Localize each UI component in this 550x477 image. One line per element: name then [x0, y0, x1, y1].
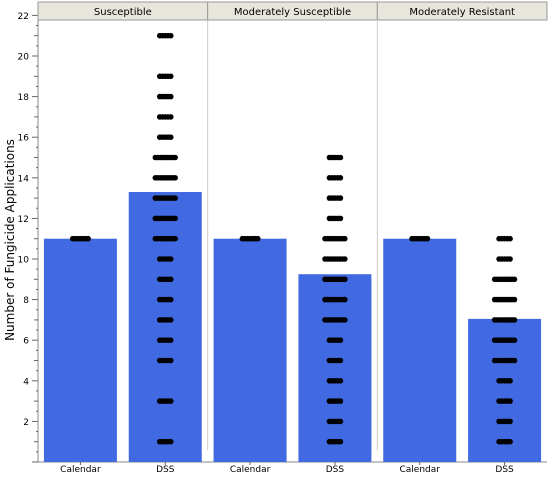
- data-point: [167, 93, 174, 100]
- panel-title: Susceptible: [94, 7, 152, 18]
- panel-header: [376, 1, 548, 21]
- data-point: [507, 256, 513, 262]
- data-point: [167, 398, 174, 404]
- data-point: [172, 215, 178, 222]
- data-point: [511, 276, 518, 283]
- data-point: [172, 195, 178, 201]
- data-point: [167, 438, 174, 445]
- data-point: [167, 276, 174, 283]
- y-tick-label: 16: [18, 134, 30, 144]
- data-point: [342, 296, 348, 303]
- data-point: [337, 195, 344, 201]
- data-point: [337, 357, 344, 364]
- x-tick-label: DSS: [156, 465, 175, 473]
- panel-title: Moderately Resistant: [409, 7, 515, 18]
- data-point: [342, 317, 348, 323]
- data-point: [172, 235, 178, 242]
- data-point: [167, 317, 174, 323]
- data-point: [507, 378, 513, 384]
- y-tick-label: 2: [23, 418, 29, 428]
- data-point: [511, 337, 518, 344]
- panel-title: Moderately Susceptible: [234, 7, 351, 18]
- x-tick-label: DSS: [326, 465, 345, 473]
- y-tick-label: 18: [18, 93, 30, 103]
- data-point: [511, 357, 518, 364]
- bar: [213, 238, 287, 462]
- data-point: [172, 175, 178, 181]
- data-point: [167, 337, 174, 344]
- data-point: [342, 256, 348, 262]
- y-tick-label: 4: [23, 377, 29, 387]
- data-point: [85, 235, 91, 242]
- bar: [43, 238, 117, 462]
- y-tick-label: 20: [18, 53, 30, 63]
- data-point: [507, 235, 513, 242]
- data-point: [507, 418, 513, 425]
- data-point: [511, 317, 518, 323]
- data-point: [167, 114, 174, 120]
- data-point: [342, 276, 348, 283]
- y-axis-label: Number of Fungicide Applications: [3, 139, 17, 341]
- data-point: [167, 296, 174, 303]
- data-point: [337, 154, 344, 161]
- bar: [383, 238, 457, 462]
- data-point: [342, 235, 348, 242]
- bar: [298, 274, 372, 462]
- data-point: [511, 296, 518, 303]
- data-point: [172, 154, 178, 161]
- y-tick-label: 6: [23, 337, 29, 347]
- data-point: [254, 235, 261, 242]
- data-point: [167, 73, 174, 80]
- x-tick-label: Calendar: [400, 465, 441, 473]
- data-point: [337, 175, 344, 181]
- x-tick-label: DSS: [495, 465, 514, 473]
- data-point: [167, 357, 174, 364]
- panel-2: Moderately Susceptible Calendar DSS: [207, 1, 378, 475]
- data-point: [507, 438, 513, 445]
- y-tick-label: 12: [18, 215, 29, 225]
- data-point: [424, 235, 431, 242]
- data-point: [507, 398, 513, 404]
- x-tick-label: Calendar: [60, 465, 101, 473]
- data-point: [337, 418, 344, 425]
- panel-3: Moderately Resistant Calendar DSS: [376, 1, 548, 475]
- data-point: [167, 32, 174, 39]
- panel-1: Susceptible Calendar DSS: [37, 1, 209, 475]
- y-tick-label: 10: [18, 256, 30, 266]
- y-tick-label: 22: [18, 12, 29, 22]
- data-point: [337, 438, 344, 445]
- y-tick-label: 8: [23, 296, 29, 306]
- data-point: [337, 378, 344, 384]
- y-tick-label: 14: [18, 174, 30, 184]
- data-point: [337, 215, 344, 222]
- data-point: [337, 398, 344, 404]
- data-point: [167, 134, 174, 140]
- bar: [128, 192, 202, 462]
- x-tick-label: Calendar: [230, 465, 271, 473]
- data-point: [167, 256, 174, 262]
- data-point: [337, 337, 344, 344]
